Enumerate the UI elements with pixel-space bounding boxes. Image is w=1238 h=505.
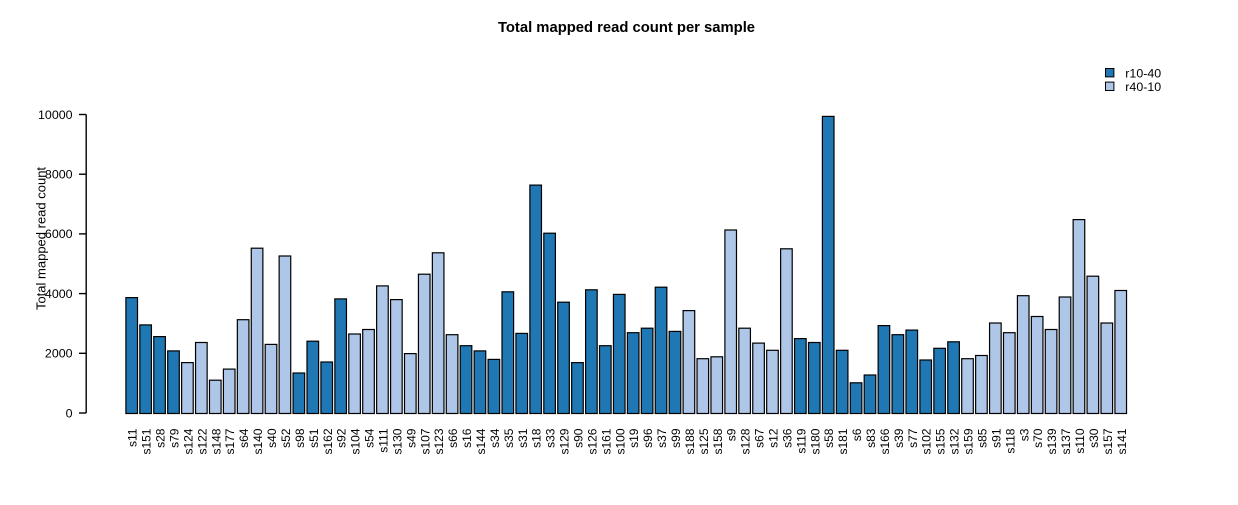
svg-text:s92: s92 [335, 428, 349, 448]
svg-text:s9: s9 [725, 428, 739, 441]
svg-text:s18: s18 [530, 428, 544, 448]
svg-text:s35: s35 [502, 428, 516, 448]
svg-text:s107: s107 [418, 428, 432, 454]
svg-text:s54: s54 [363, 428, 377, 448]
svg-text:s96: s96 [641, 428, 655, 448]
svg-text:s110: s110 [1073, 428, 1087, 453]
svg-text:s39: s39 [892, 428, 906, 448]
svg-text:s91: s91 [989, 428, 1003, 448]
svg-text:s159: s159 [962, 428, 976, 454]
svg-text:s58: s58 [822, 428, 836, 448]
svg-text:s129: s129 [558, 428, 572, 454]
svg-text:Total mapped read count: Total mapped read count [34, 167, 49, 310]
svg-text:s128: s128 [739, 428, 753, 454]
svg-text:s83: s83 [864, 428, 878, 448]
svg-text:s124: s124 [181, 428, 195, 454]
svg-text:s70: s70 [1031, 428, 1045, 448]
svg-text:s104: s104 [349, 428, 363, 454]
svg-text:s140: s140 [251, 428, 265, 454]
svg-text:s151: s151 [140, 428, 154, 454]
svg-text:s102: s102 [920, 428, 934, 454]
svg-text:r10-40: r10-40 [1125, 67, 1161, 81]
svg-text:s51: s51 [307, 428, 321, 448]
svg-text:s77: s77 [906, 428, 920, 448]
svg-text:s66: s66 [446, 428, 460, 448]
svg-text:s157: s157 [1101, 428, 1115, 454]
svg-text:s188: s188 [683, 428, 697, 454]
svg-text:s30: s30 [1087, 428, 1101, 448]
svg-text:s166: s166 [878, 428, 892, 454]
svg-text:s123: s123 [432, 428, 446, 454]
svg-text:s67: s67 [753, 428, 767, 448]
svg-text:0: 0 [66, 406, 73, 420]
svg-text:s64: s64 [237, 428, 251, 448]
svg-text:s141: s141 [1115, 428, 1129, 454]
svg-text:s118: s118 [1003, 428, 1017, 453]
svg-text:s130: s130 [390, 428, 404, 454]
svg-text:Total mapped read count per sa: Total mapped read count per sample [498, 20, 755, 36]
svg-text:s111: s111 [376, 428, 390, 453]
svg-text:s161: s161 [599, 428, 613, 454]
svg-text:s100: s100 [613, 428, 627, 454]
svg-text:s12: s12 [767, 428, 781, 448]
svg-text:s6: s6 [850, 428, 864, 441]
svg-text:s28: s28 [154, 428, 168, 448]
svg-text:s52: s52 [279, 428, 293, 448]
svg-text:s126: s126 [585, 428, 599, 454]
svg-text:s37: s37 [655, 428, 669, 448]
svg-text:s49: s49 [404, 428, 418, 448]
svg-text:s155: s155 [934, 428, 948, 454]
svg-text:r40-10: r40-10 [1125, 80, 1161, 94]
svg-text:s148: s148 [209, 428, 223, 454]
svg-text:s139: s139 [1045, 428, 1059, 454]
svg-text:s132: s132 [948, 428, 962, 454]
svg-text:s33: s33 [544, 428, 558, 448]
svg-text:s122: s122 [195, 428, 209, 454]
svg-text:s158: s158 [711, 428, 725, 454]
svg-text:s125: s125 [697, 428, 711, 454]
svg-text:s99: s99 [669, 428, 683, 448]
svg-text:s181: s181 [836, 428, 850, 454]
svg-text:6000: 6000 [45, 227, 73, 241]
svg-text:s40: s40 [265, 428, 279, 448]
svg-text:s3: s3 [1017, 428, 1031, 441]
svg-text:s31: s31 [516, 428, 530, 448]
svg-text:s79: s79 [168, 428, 182, 448]
svg-text:s119: s119 [794, 428, 808, 453]
svg-text:s85: s85 [975, 428, 989, 448]
svg-text:s177: s177 [223, 428, 237, 454]
svg-text:8000: 8000 [45, 168, 73, 182]
svg-text:s36: s36 [780, 428, 794, 448]
svg-text:2000: 2000 [45, 347, 73, 361]
svg-text:s144: s144 [474, 428, 488, 454]
svg-text:s137: s137 [1059, 428, 1073, 454]
svg-text:s11: s11 [126, 428, 140, 447]
svg-text:s180: s180 [808, 428, 822, 454]
svg-text:s34: s34 [488, 428, 502, 448]
svg-text:s19: s19 [627, 428, 641, 448]
svg-text:4000: 4000 [45, 287, 73, 301]
svg-text:s162: s162 [321, 428, 335, 454]
svg-text:s16: s16 [460, 428, 474, 448]
svg-text:s98: s98 [293, 428, 307, 448]
svg-text:s90: s90 [572, 428, 586, 448]
svg-text:10000: 10000 [38, 108, 73, 122]
